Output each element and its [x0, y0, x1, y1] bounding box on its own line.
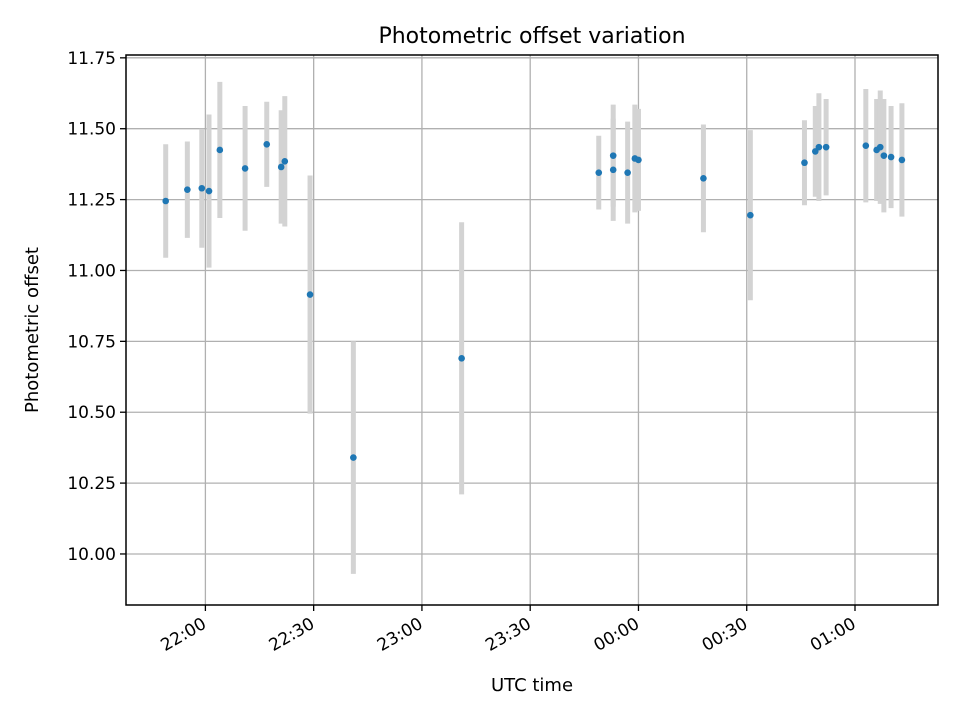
x-axis-label: UTC time — [491, 675, 573, 696]
data-point — [700, 175, 707, 182]
data-point — [205, 187, 213, 195]
data-point — [263, 141, 271, 148]
data-point — [624, 169, 631, 176]
data-point — [609, 166, 617, 174]
data-point — [595, 169, 603, 176]
data-point — [162, 197, 169, 205]
data-point — [458, 355, 465, 362]
data-point — [887, 153, 895, 161]
x-tick-label: 23:30 — [482, 614, 534, 656]
chart-title: Photometric offset variation — [378, 24, 685, 49]
data-point — [184, 186, 191, 193]
y-tick-label: 11.50 — [67, 120, 116, 140]
y-axis-ticks: 10.00 10.25 10.50 10.75 11.00 11.25 11.50 11.75 — [67, 49, 126, 565]
data-point — [216, 146, 224, 154]
x-tick-label: 23:00 — [374, 614, 426, 656]
data-point — [198, 184, 206, 192]
data-point — [898, 156, 906, 164]
data-point — [876, 143, 884, 151]
data-point — [635, 156, 642, 164]
data-point — [801, 159, 808, 167]
data-point — [862, 142, 870, 150]
plot-frame — [125, 54, 939, 606]
x-tick-label: 00:30 — [699, 614, 751, 656]
data-point — [306, 291, 314, 298]
data-point — [350, 454, 357, 461]
data-point — [747, 211, 754, 219]
grid — [126, 55, 938, 605]
y-tick-label: 10.75 — [67, 332, 116, 352]
points — [162, 141, 906, 461]
x-axis-ticks: 22:00 22:30 23:00 23:30 00:00 00:30 01:00 — [157, 605, 859, 656]
data-point — [815, 143, 823, 151]
data-point — [880, 152, 888, 159]
data-point — [609, 152, 617, 159]
y-tick-label: 11.25 — [67, 191, 116, 211]
y-tick-label: 10.50 — [67, 403, 116, 423]
x-tick-label: 22:00 — [157, 614, 209, 656]
data-point — [241, 165, 249, 172]
y-tick-label: 11.75 — [67, 49, 116, 69]
data-point — [277, 163, 285, 171]
x-tick-label: 22:30 — [266, 614, 318, 656]
errorbars — [163, 81, 905, 574]
y-tick-label: 11.00 — [67, 261, 116, 281]
data-point — [281, 158, 289, 165]
y-tick-label: 10.00 — [67, 545, 116, 565]
y-tick-label: 10.25 — [67, 474, 116, 494]
data-point — [822, 143, 830, 151]
x-tick-label: 00:00 — [591, 614, 643, 656]
y-axis-label: Photometric offset — [22, 247, 43, 413]
x-tick-label: 01:00 — [807, 614, 859, 656]
